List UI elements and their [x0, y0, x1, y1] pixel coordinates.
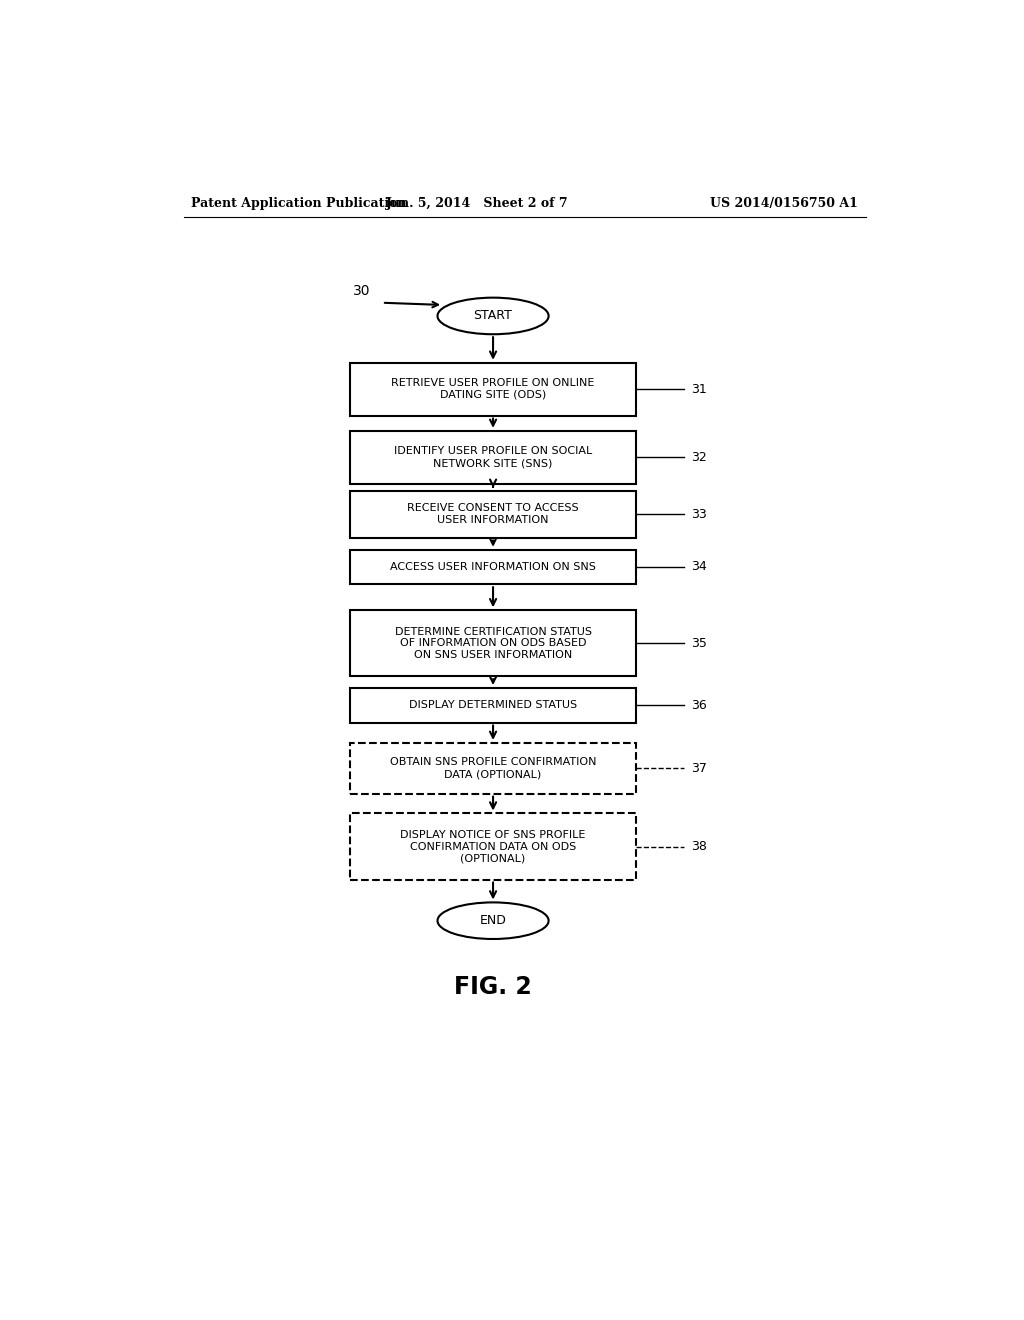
Text: END: END [479, 915, 507, 927]
Text: Patent Application Publication: Patent Application Publication [191, 197, 407, 210]
Text: OBTAIN SNS PROFILE CONFIRMATION
DATA (OPTIONAL): OBTAIN SNS PROFILE CONFIRMATION DATA (OP… [390, 758, 596, 779]
Text: 33: 33 [691, 508, 708, 520]
Text: FIG. 2: FIG. 2 [455, 974, 531, 999]
Text: ACCESS USER INFORMATION ON SNS: ACCESS USER INFORMATION ON SNS [390, 562, 596, 572]
Text: 30: 30 [353, 284, 371, 297]
Text: Jun. 5, 2014   Sheet 2 of 7: Jun. 5, 2014 Sheet 2 of 7 [386, 197, 568, 210]
Text: IDENTIFY USER PROFILE ON SOCIAL
NETWORK SITE (SNS): IDENTIFY USER PROFILE ON SOCIAL NETWORK … [394, 446, 592, 469]
Text: 35: 35 [691, 636, 708, 649]
Text: 36: 36 [691, 698, 708, 711]
Text: DISPLAY NOTICE OF SNS PROFILE
CONFIRMATION DATA ON ODS
(OPTIONAL): DISPLAY NOTICE OF SNS PROFILE CONFIRMATI… [400, 830, 586, 863]
Text: RETRIEVE USER PROFILE ON ONLINE
DATING SITE (ODS): RETRIEVE USER PROFILE ON ONLINE DATING S… [391, 379, 595, 400]
Text: RECEIVE CONSENT TO ACCESS
USER INFORMATION: RECEIVE CONSENT TO ACCESS USER INFORMATI… [408, 503, 579, 525]
Text: START: START [474, 309, 512, 322]
Text: 38: 38 [691, 840, 708, 853]
Text: 34: 34 [691, 561, 708, 573]
Text: US 2014/0156750 A1: US 2014/0156750 A1 [711, 197, 858, 210]
Text: 31: 31 [691, 383, 708, 396]
Text: DETERMINE CERTIFICATION STATUS
OF INFORMATION ON ODS BASED
ON SNS USER INFORMATI: DETERMINE CERTIFICATION STATUS OF INFORM… [394, 627, 592, 660]
Text: DISPLAY DETERMINED STATUS: DISPLAY DETERMINED STATUS [409, 700, 578, 710]
Text: 32: 32 [691, 450, 708, 463]
Text: 37: 37 [691, 762, 708, 775]
